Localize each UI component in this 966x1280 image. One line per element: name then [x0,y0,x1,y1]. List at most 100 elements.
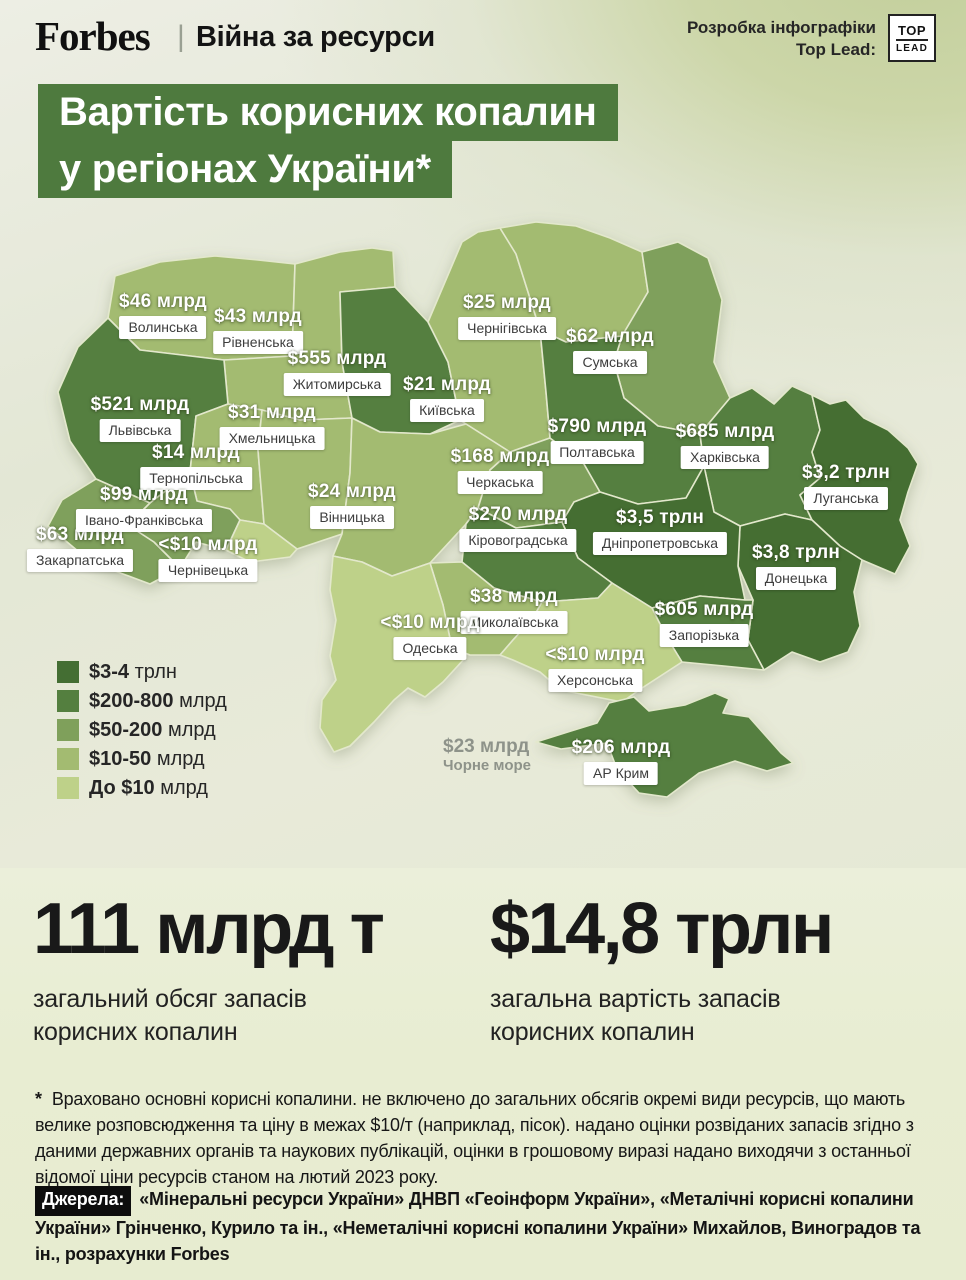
stat-total-volume-caption: загальний обсяг запасів корисних копалин [33,985,307,1047]
region-value: $31 млрд [228,402,316,423]
region-label-ivano-frankivska: $99 млрд Івано-Франківська [75,484,213,532]
legend-swatch [57,661,79,683]
region-label-mykolaivska: $38 млрд Миколаївська [460,586,568,634]
footnote-marker: * [35,1089,42,1109]
forbes-logo: Forbes [35,13,151,59]
region-value: $790 млрд [547,416,647,437]
region-value: $605 млрд [654,599,754,620]
region-label-chernivetska: <$10 млрд Чернівецька [158,534,257,582]
region-label-luhanska: $3,2 трлн Луганська [802,462,890,510]
top-lead-logo-top: TOP [896,23,928,41]
page-title-line1: Вартість корисних копалин [38,84,618,141]
region-name-box: Харківська [681,446,769,469]
region-shape-odeska [319,555,466,753]
legend-row-2: $50-200 млрд [57,719,227,741]
sources: Джерела: «Мінеральні ресурси України» ДНВ… [35,1186,937,1268]
legend-row-1: $200-800 млрд [57,690,227,712]
map-labels-layer: $46 млрд Волинська $43 млрд Рівненська $555 … [26,291,890,785]
region-label-dnipropetrovska: $3,5 трлн Дніпропетровська [592,507,728,555]
region-value: $3,8 трлн [751,542,841,563]
legend-row-3: $10-50 млрд [57,748,227,770]
region-label-odeska: <$10 млрд Одеська [380,612,479,660]
region-name-box: Рівненська [213,331,303,354]
stat-total-value-number: $14,8 трлн [490,889,834,969]
region-value: $270 млрд [468,504,568,525]
legend-row-0: $3-4 трлн [57,661,227,683]
legend-swatch [57,748,79,770]
legend-label: $50-200 млрд [89,718,216,741]
region-name-box: Одеська [393,637,467,660]
region-label-ternopilska: $14 млрд Тернопільська [140,442,252,490]
region-label-khmelnytska: $31 млрд Хмельницька [219,402,325,450]
region-name-box: Луганська [804,487,888,510]
legend-label: $3-4 трлн [89,660,177,683]
region-label-volynska: $46 млрд Волинська [119,291,207,339]
region-value: <$10 млрд [158,534,258,555]
footnote-text: Враховано основні корисні копалини. не в… [35,1089,914,1188]
footnote: * Враховано основні корисні копалини. не … [35,1086,937,1190]
region-value: $43 млрд [214,306,302,327]
region-name-box: Запорізька [659,624,749,647]
legend-swatch [57,777,79,799]
region-name-box: Тернопільська [140,467,252,490]
stat-total-value: $14,8 трлн загальна вартість запасів кор… [490,889,834,1050]
region-name-box: Волинська [119,316,207,339]
stat-total-volume: 111 млрд т загальний обсяг запасів корис… [33,889,385,1050]
region-label-cherkaska: $168 млрд Черкаська [451,446,550,494]
credit-line1: Розробка інфографіки [687,18,876,37]
stat-total-value-caption: загальна вартість запасів корисних копал… [490,985,781,1047]
region-label-kyivska: $21 млрд Київська [403,374,491,422]
region-label-poltavska: $790 млрд Полтавська [548,416,647,464]
region-name-box: Чернігівська [458,317,556,340]
region-label-zhytomyrska: $555 млрд Житомирська [283,348,391,396]
region-value: $38 млрд [470,586,558,607]
region-name-box: Житомирська [283,373,391,396]
region-name-box: Хмельницька [219,427,325,450]
region-value: <$10 млрд [380,612,480,633]
region-name-box: Полтавська [550,441,644,464]
region-value: $46 млрд [119,291,207,312]
region-value: $62 млрд [566,326,654,347]
region-label-rivnenska: $43 млрд Рівненська [213,306,303,354]
sources-text: «Мінеральні ресурси України» ДНВП «Геоін… [35,1189,921,1264]
stat-total-volume-number: 111 млрд т [33,889,385,969]
region-label-zaporizka: $605 млрд Запорізька [655,599,754,647]
sources-label: Джерела: [35,1186,132,1216]
region-value: $3,5 трлн [615,507,705,528]
region-name-box: Кіровоградська [459,529,577,552]
region-label-donetska: $3,8 трлн Донецька [752,542,840,590]
black-sea-name: Чорне море [443,756,532,774]
region-name-box: Івано-Франківська [75,509,213,532]
header-separator: | [177,20,185,53]
region-name-box: АР Крим [584,762,658,785]
region-value: $3,2 трлн [801,462,891,483]
black-sea-label: $23 млрд Чорне море [443,736,532,774]
region-label-chernihivska: $25 млрд Чернігівська [458,292,556,340]
region-name-box: Херсонська [547,669,643,692]
region-shape-krym [535,692,794,798]
region-label-khersonska: <$10 млрд Херсонська [545,644,644,692]
page-title: Вартість корисних копалин у регіонах Укр… [38,84,618,198]
region-label-krym: $206 млрд АР Крим [572,737,671,785]
region-shape-luhanska [799,394,919,575]
legend-label: $10-50 млрд [89,747,205,770]
region-value: $555 млрд [287,348,387,369]
region-label-sumska: $62 млрд Сумська [566,326,654,374]
legend-label: $200-800 млрд [89,689,227,712]
region-name-box: Вінницька [310,506,394,529]
region-value: $21 млрд [403,374,491,395]
region-name-box: Закарпатська [26,549,134,572]
region-shape-chernivetska [225,519,298,563]
region-value: $14 млрд [152,442,240,463]
region-value: $24 млрд [308,481,396,502]
legend-label: До $10 млрд [89,776,208,799]
top-lead-logo: TOP LEAD [888,14,936,62]
region-value: $685 млрд [675,421,775,442]
legend-swatch [57,719,79,741]
region-name-box: Київська [410,399,484,422]
credit-text: Розробка інфографіки Top Lead: [687,17,876,62]
region-name-box: Донецька [755,567,837,590]
region-name-box: Миколаївська [460,611,568,634]
region-label-kirovohradska: $270 млрд Кіровоградська [459,504,577,552]
region-label-vinnytska: $24 млрд Вінницька [308,481,396,529]
